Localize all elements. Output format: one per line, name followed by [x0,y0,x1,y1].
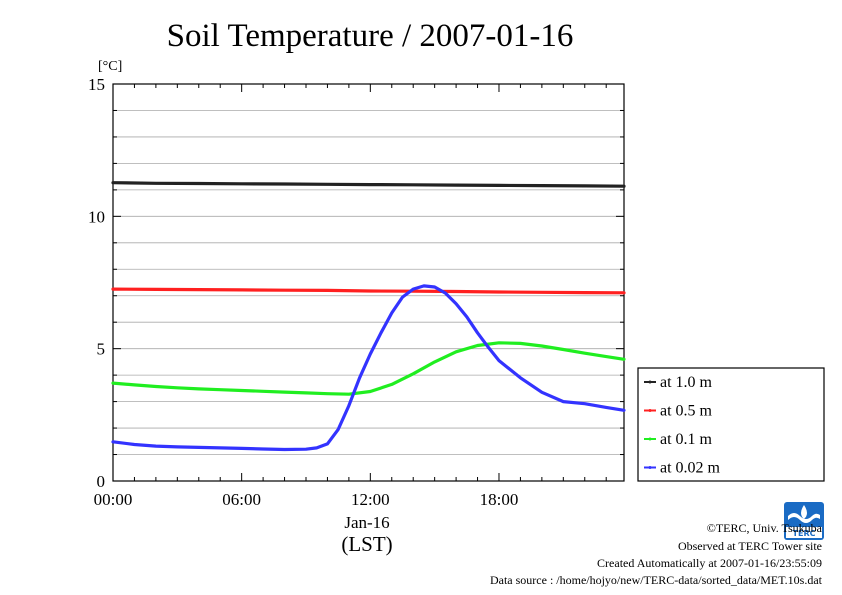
legend-label: at 0.5 m [660,403,713,420]
series-line-3 [111,341,626,396]
legend-label: at 0.1 m [660,431,713,448]
series-line-2 [111,287,626,295]
x-tick-label: 18:00 [480,490,519,509]
legend-marker [648,380,652,384]
x-axis-ticks: 00:00 06:00 12:00 18:00 [94,84,607,509]
x-tick-label: 12:00 [351,490,390,509]
terc-logo: TERC [784,502,824,540]
series-line-1 [111,181,626,188]
y-tick-label: 5 [97,340,106,359]
series-line-4 [111,284,626,452]
terc-logo-text: TERC [793,529,816,538]
legend-marker [648,409,652,412]
footer-data-source: Data source : /home/hojyo/new/TERC-data/… [490,573,823,587]
y-axis-ticks: 0 5 10 15 [88,75,624,491]
legend-label: at 1.0 m [660,374,713,391]
footer-observed: Observed at TERC Tower site [678,539,822,553]
legend-marker [648,437,652,441]
legend-items: at 1.0 m at 0.5 m at 0.1 m at 0.02 m [644,374,721,477]
grid-lines [113,110,624,455]
footer-created: Created Automatically at 2007-01-16/23:5… [597,556,822,570]
y-axis-unit-label: [°C] [98,59,122,74]
x-tick-label: 00:00 [94,490,133,509]
footer-copyright: ©TERC, Univ. Tsukuba [707,521,823,535]
y-tick-label: 0 [97,472,106,491]
y-tick-label: 10 [88,207,105,226]
x-axis-title: (LST) [341,532,392,556]
y-tick-label: 15 [88,75,105,94]
x-axis-date-label: Jan-16 [344,513,389,532]
legend-box [637,367,825,482]
x-tick-label: 06:00 [222,490,261,509]
legend-marker [648,466,652,469]
legend: at 1.0 m at 0.5 m at 0.1 m at 0.02 m [637,367,825,482]
plot-frame [112,83,625,482]
legend-label: at 0.02 m [660,460,721,477]
series-lines [111,181,626,452]
chart-title: Soil Temperature / 2007-01-16 [167,18,574,54]
